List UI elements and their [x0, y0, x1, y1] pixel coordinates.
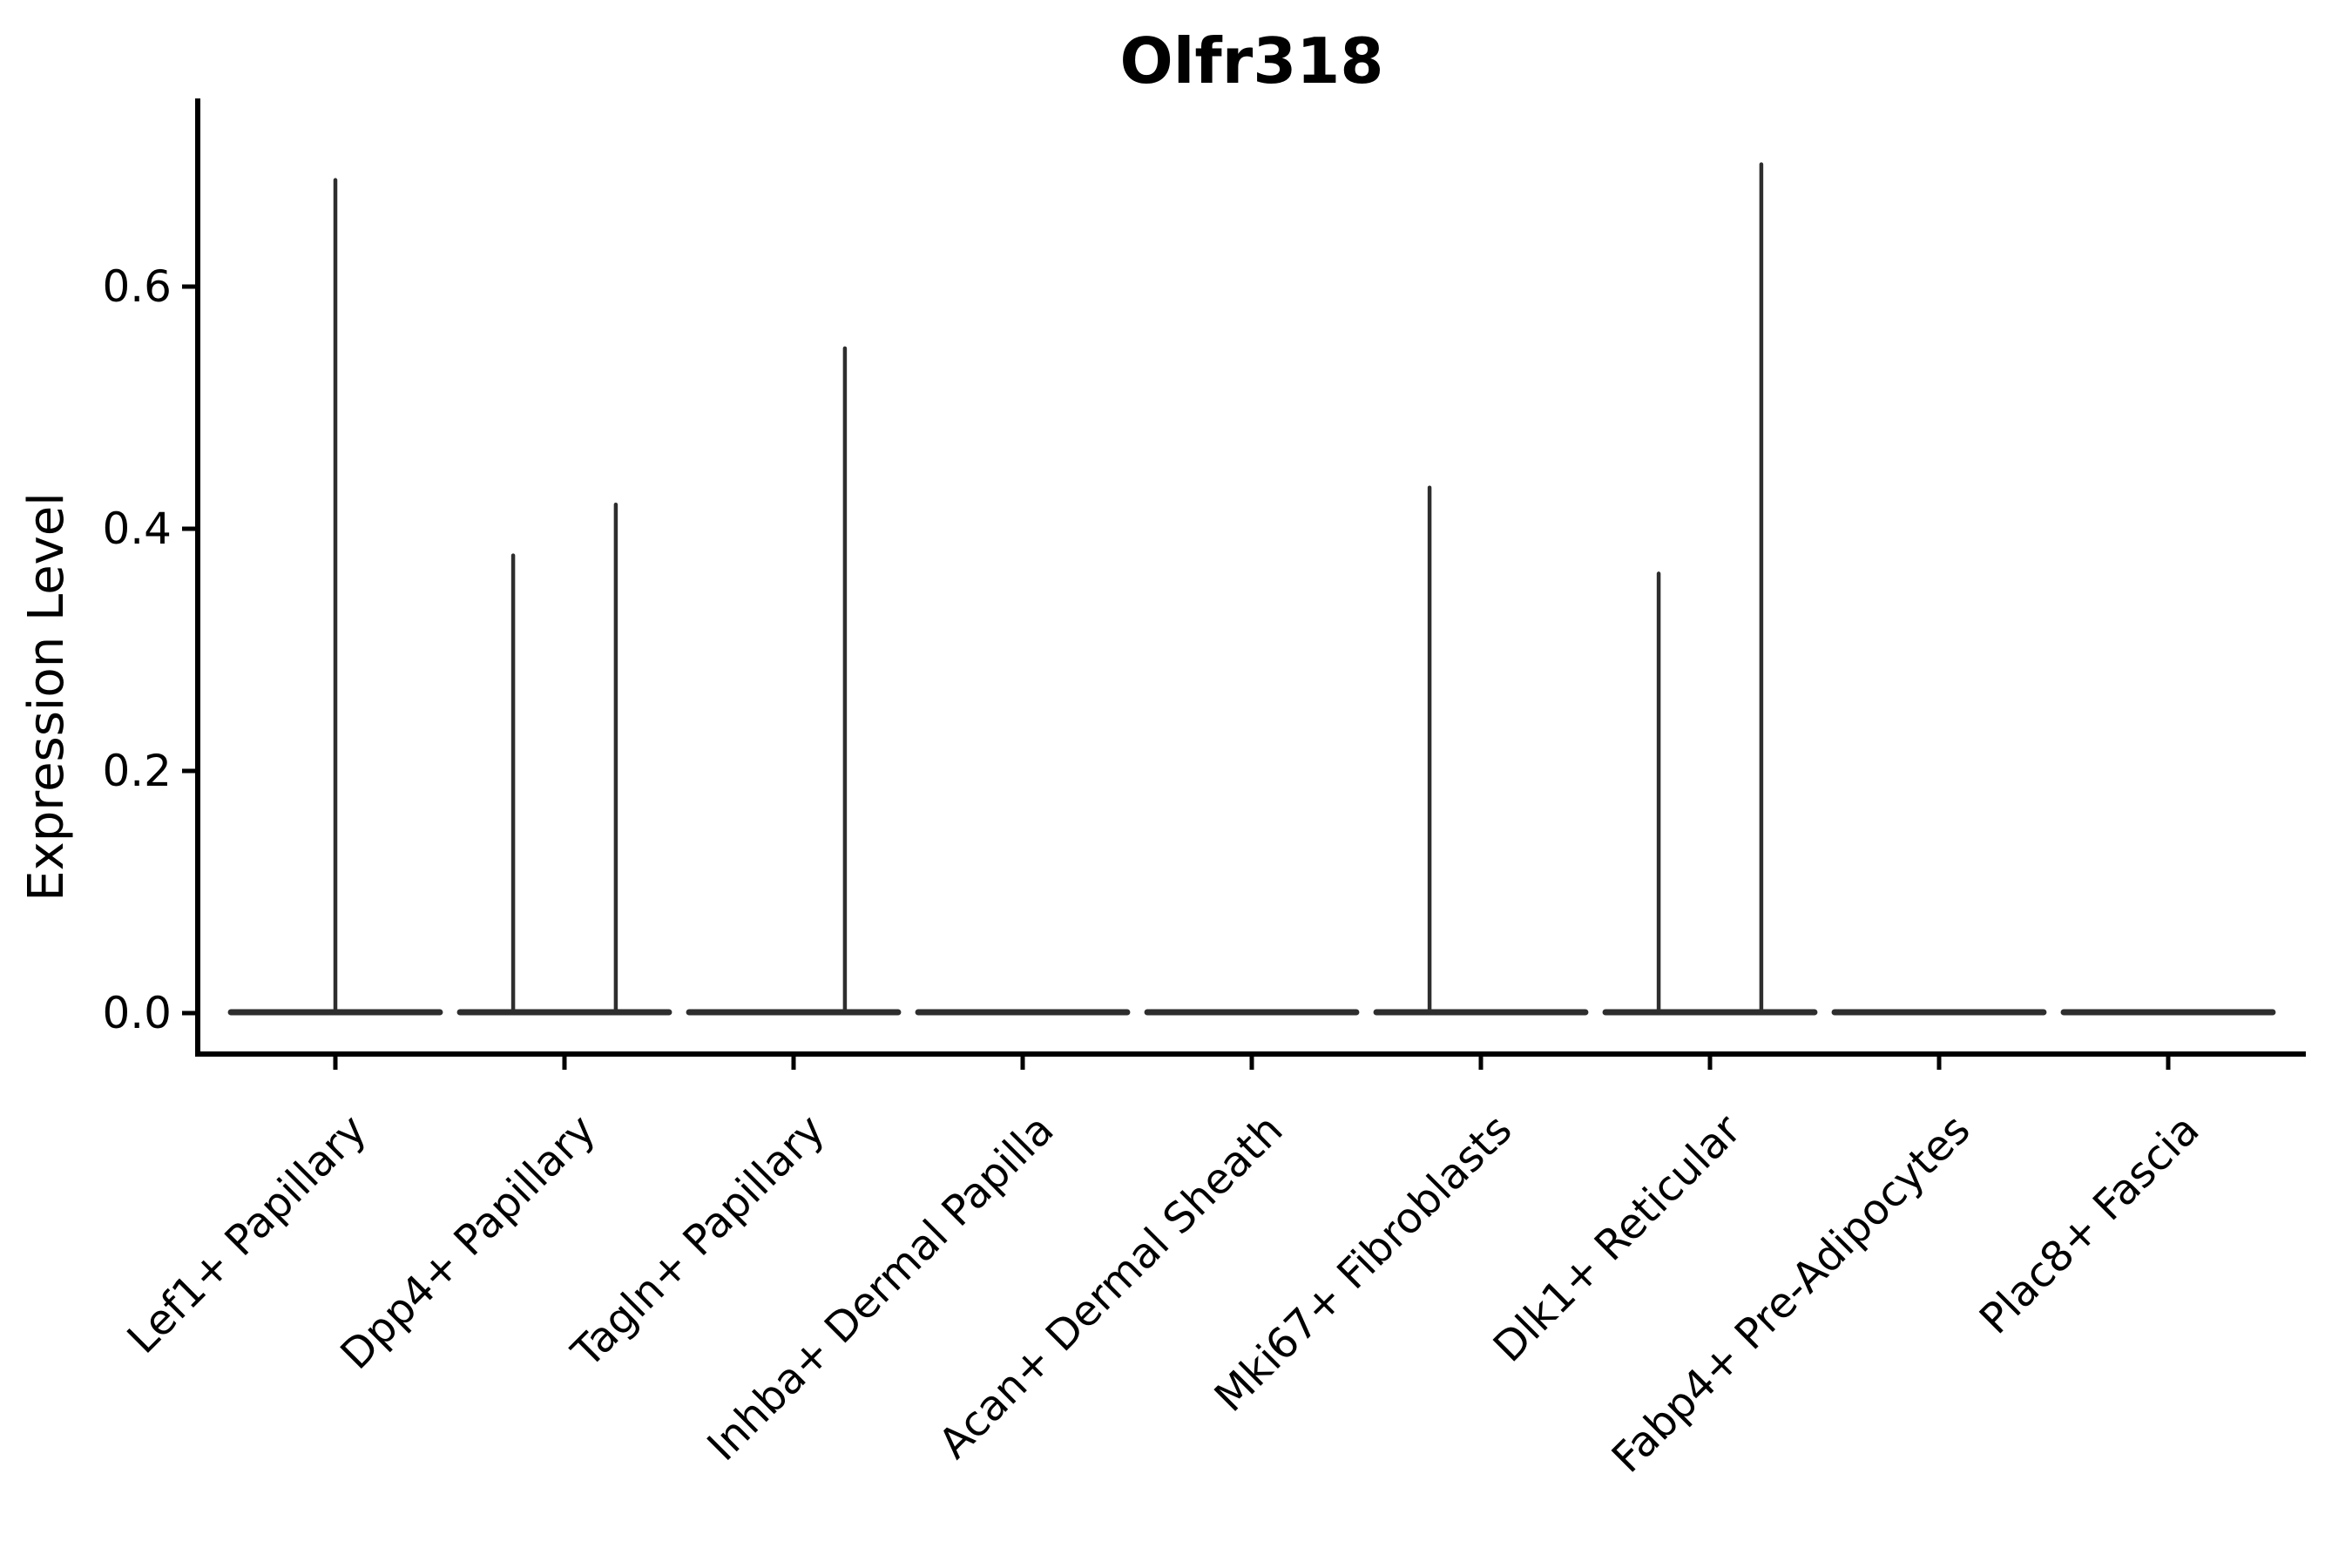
- violin: [1602, 162, 1818, 1016]
- x-tick-label: Plac8+ Fascia: [1970, 1105, 2209, 1344]
- x-tick-label: Lef1+ Papillary: [118, 1105, 376, 1363]
- y-axis: 0.0 0.2 0.4 0.6: [102, 261, 198, 1038]
- x-tick-label: Dpp4+ Papillary: [331, 1105, 605, 1379]
- y-tick-label: 0.0: [102, 988, 172, 1038]
- y-tick-label: 0.2: [102, 746, 172, 796]
- x-tick-label: Tagln+ Papillary: [562, 1105, 834, 1377]
- y-tick-label: 0.4: [102, 504, 172, 554]
- violin: [686, 346, 902, 1016]
- violin: [456, 502, 672, 1016]
- y-axis-label: Expression Level: [18, 492, 75, 902]
- violin: [227, 178, 443, 1016]
- violin: [1373, 485, 1589, 1016]
- chart-title: Olfr318: [1119, 24, 1383, 98]
- y-tick-label: 0.6: [102, 261, 172, 312]
- x-tick-label: Dlk1+ Reticular: [1484, 1105, 1751, 1372]
